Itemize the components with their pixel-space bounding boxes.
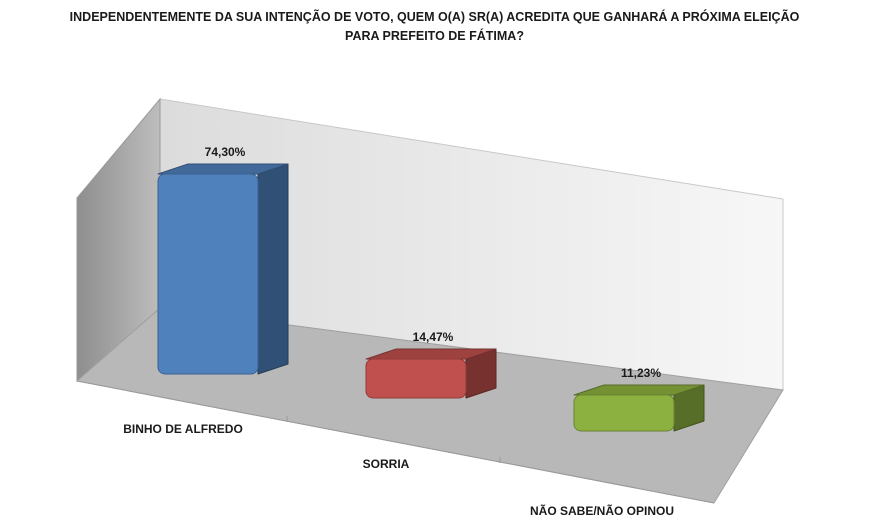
bar-2 xyxy=(573,384,705,432)
category-label: SORRIA xyxy=(363,457,410,471)
bar-side-face xyxy=(257,163,289,375)
bar-front-face xyxy=(157,173,259,375)
chart-title-line-2: PARA PREFEITO DE FÁTIMA? xyxy=(345,29,524,43)
data-label: 74,30% xyxy=(205,145,246,159)
chart-title: INDEPENDENTEMENTE DA SUA INTENÇÃO DE VOT… xyxy=(0,8,869,46)
floor-front-edge xyxy=(76,380,715,504)
bar-front-face xyxy=(365,358,467,399)
bar-front-face xyxy=(573,394,675,432)
bar-0 xyxy=(157,163,289,375)
category-label: NÃO SABE/NÃO OPINOU xyxy=(530,503,674,518)
chart-title-line-1: INDEPENDENTEMENTE DA SUA INTENÇÃO DE VOT… xyxy=(69,10,800,24)
data-label: 14,47% xyxy=(413,330,454,344)
category-label: BINHO DE ALFREDO xyxy=(123,422,243,436)
bar-1 xyxy=(365,348,497,399)
data-label: 11,23% xyxy=(621,366,661,380)
